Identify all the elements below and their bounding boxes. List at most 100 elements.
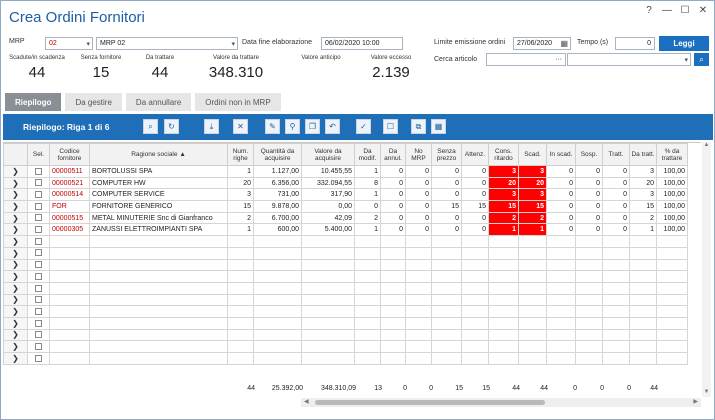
header-valore[interactable]: Valore da acquisire xyxy=(301,143,355,166)
header-in-scad[interactable]: In scad. xyxy=(546,143,576,166)
cerca-articolo-field[interactable]: ··· xyxy=(486,53,566,66)
leggi-button[interactable]: Leggi xyxy=(659,36,709,51)
header-tratt[interactable]: Tratt. xyxy=(602,143,630,166)
empty-table-row[interactable]: ❯ xyxy=(3,293,688,307)
checkbox-icon[interactable] xyxy=(35,202,42,210)
search-button[interactable]: ⌕ xyxy=(694,53,709,66)
checkbox-icon[interactable] xyxy=(35,226,42,234)
row-select-checkbox[interactable] xyxy=(27,223,50,237)
header-da-tratt[interactable]: Da tratt. xyxy=(629,143,657,166)
search-icon[interactable]: ⌕ xyxy=(143,119,158,134)
checkbox-icon[interactable] xyxy=(35,167,42,175)
row-indicator-icon[interactable]: ❯ xyxy=(3,223,28,237)
row-indicator-icon[interactable]: ❯ xyxy=(3,316,28,330)
header-da-modif[interactable]: Da modif. xyxy=(354,143,381,166)
table-row[interactable]: ❯ 00000305 ZANUSSI ELETTROIMPIANTI SPA 1 600… xyxy=(3,223,688,237)
row-indicator-icon[interactable]: ❯ xyxy=(3,258,28,272)
table-row[interactable]: ❯ 00000514 COMPUTER SERVICE 3 731,00 317,90 1 0… xyxy=(3,188,688,202)
check-all-icon[interactable]: ✓ xyxy=(356,119,371,134)
table-row[interactable]: ❯ 00000515 METAL MINUTERIE Snc di Gianfran… xyxy=(3,211,688,225)
checkbox-icon[interactable] xyxy=(35,249,42,257)
scroll-down-icon[interactable]: ▼ xyxy=(703,389,710,395)
row-select-checkbox[interactable] xyxy=(27,165,50,178)
calendar-icon[interactable]: ▦ xyxy=(560,39,568,48)
row-select-checkbox[interactable] xyxy=(27,188,50,202)
download-icon[interactable]: ⤓ xyxy=(204,119,219,134)
row-select-checkbox[interactable] xyxy=(27,246,50,260)
table-row[interactable]: ❯ 00000521 COMPUTER HW 20 6.356,00 332.094,55… xyxy=(3,176,688,190)
row-indicator-icon[interactable]: ❯ xyxy=(3,328,28,342)
row-select-checkbox[interactable] xyxy=(27,176,50,190)
row-select-checkbox[interactable] xyxy=(27,258,50,272)
header-attenz[interactable]: Attenz. xyxy=(461,143,489,166)
checkbox-icon[interactable] xyxy=(35,284,42,292)
excel-icon[interactable]: ✕ xyxy=(233,119,248,134)
row-indicator-icon[interactable]: ❯ xyxy=(3,211,28,225)
tab-da-annullare[interactable]: Da annullare xyxy=(125,93,192,111)
empty-table-row[interactable]: ❯ xyxy=(3,328,688,342)
row-select-checkbox[interactable] xyxy=(27,293,50,307)
uncheck-all-icon[interactable]: ☐ xyxy=(383,119,398,134)
row-select-checkbox[interactable] xyxy=(27,281,50,295)
row-indicator-icon[interactable]: ❯ xyxy=(3,293,28,307)
checkbox-icon[interactable] xyxy=(35,272,42,280)
header-codice-fornitore[interactable]: Codice fornitore xyxy=(49,143,90,166)
row-indicator-icon[interactable]: ❯ xyxy=(3,246,28,260)
checkbox-icon[interactable] xyxy=(35,331,42,339)
empty-table-row[interactable]: ❯ xyxy=(3,340,688,353)
row-select-checkbox[interactable] xyxy=(27,211,50,225)
edit-icon[interactable]: ✎ xyxy=(265,119,280,134)
grid-layout-icon[interactable]: ▦ xyxy=(431,119,446,134)
row-indicator-icon[interactable]: ❯ xyxy=(3,281,28,295)
header-senza-prezzo[interactable]: Senza prezzo xyxy=(431,143,462,166)
checkbox-icon[interactable] xyxy=(35,237,42,245)
checkbox-icon[interactable] xyxy=(35,214,42,222)
row-indicator-icon[interactable]: ❯ xyxy=(3,200,28,213)
checkbox-icon[interactable] xyxy=(35,319,42,327)
table-row[interactable]: ❯ FOR FORNITORE GENERICO 15 9.878,00 0,00 0 0 0 1… xyxy=(3,200,688,213)
table-row[interactable]: ❯ 00000511 BORTOLUSSI SPA 1 1.127,00 10.455,5… xyxy=(3,165,688,178)
undo-icon[interactable]: ↶ xyxy=(325,119,340,134)
checkbox-icon[interactable] xyxy=(35,354,42,362)
row-select-checkbox[interactable] xyxy=(27,200,50,213)
row-indicator-icon[interactable]: ❯ xyxy=(3,305,28,318)
cerca-articolo-select[interactable]: ▾ xyxy=(567,53,691,66)
header-no-mrp[interactable]: No MRP xyxy=(405,143,432,166)
header-ragione-sociale[interactable]: Ragione sociale ▲ xyxy=(89,143,228,166)
copy-icon[interactable]: ❐ xyxy=(305,119,320,134)
row-indicator-icon[interactable]: ❯ xyxy=(3,352,28,365)
ellipsis-icon[interactable]: ··· xyxy=(555,56,562,63)
row-indicator-icon[interactable]: ❯ xyxy=(3,235,28,248)
empty-table-row[interactable]: ❯ xyxy=(3,281,688,295)
empty-table-row[interactable]: ❯ xyxy=(3,316,688,330)
row-select-checkbox[interactable] xyxy=(27,328,50,342)
row-indicator-icon[interactable]: ❯ xyxy=(3,165,28,178)
checkbox-icon[interactable] xyxy=(35,261,42,269)
header-cons-ritardo[interactable]: Cons. ritardo xyxy=(488,143,519,166)
checkbox-icon[interactable] xyxy=(35,179,42,187)
empty-table-row[interactable]: ❯ xyxy=(3,246,688,260)
row-select-checkbox[interactable] xyxy=(27,316,50,330)
horizontal-scrollbar[interactable]: ◀ ▶ xyxy=(301,398,701,407)
maximize-icon[interactable]: ☐ xyxy=(680,5,690,16)
header-sel[interactable]: Sel. xyxy=(27,143,50,166)
mrp-code-select[interactable]: 02 ▾ xyxy=(45,37,93,50)
row-indicator-icon[interactable]: ❯ xyxy=(3,176,28,190)
empty-table-row[interactable]: ❯ xyxy=(3,235,688,248)
row-select-checkbox[interactable] xyxy=(27,235,50,248)
row-select-checkbox[interactable] xyxy=(27,340,50,353)
empty-table-row[interactable]: ❯ xyxy=(3,305,688,318)
header-num-righe[interactable]: Num. righe xyxy=(227,143,254,166)
minimize-icon[interactable]: — xyxy=(662,5,672,16)
refresh-icon[interactable]: ↻ xyxy=(164,119,179,134)
data-fine-field[interactable]: 06/02/2020 10:00 xyxy=(321,37,403,50)
header-sosp[interactable]: Sosp. xyxy=(575,143,603,166)
tempo-field[interactable]: 0 xyxy=(615,37,655,50)
checkbox-icon[interactable] xyxy=(35,342,42,350)
duplicate-icon[interactable]: ⧉ xyxy=(411,119,426,134)
tab-ordini-non-in-mrp[interactable]: Ordini non in MRP xyxy=(195,93,281,111)
link-icon[interactable]: ⚲ xyxy=(285,119,300,134)
header-scad[interactable]: Scad. xyxy=(518,143,547,166)
header-quantita[interactable]: Quantità da acquisire xyxy=(253,143,302,166)
row-select-checkbox[interactable] xyxy=(27,352,50,365)
